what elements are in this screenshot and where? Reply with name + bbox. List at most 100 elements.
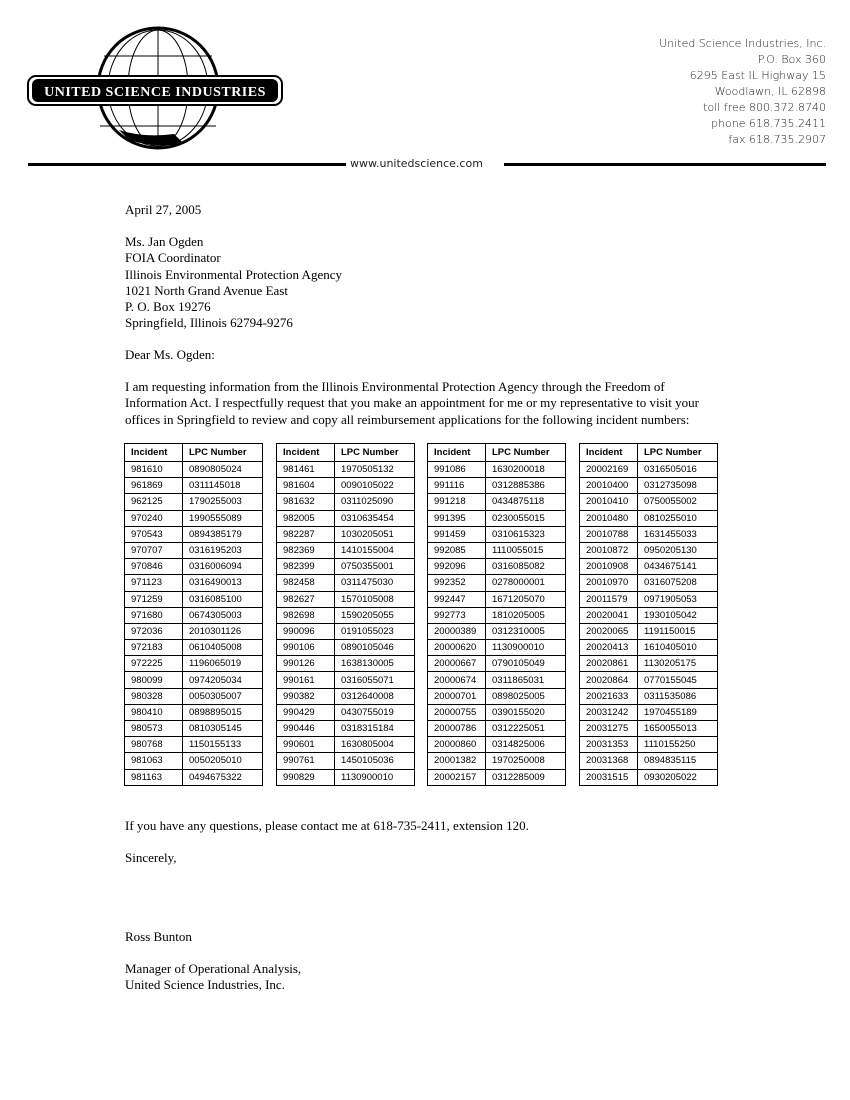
signer-title-line: United Science Industries, Inc. (125, 977, 285, 993)
table-row: 971680 0674305003 (124, 606, 263, 624)
signer-title: Manager of Operational Analysis, United … (125, 961, 301, 994)
divider-left (28, 163, 346, 166)
recipient-line: P. O. Box 19276 (125, 299, 211, 315)
address-line: fax 618.735.2907 (728, 133, 826, 146)
table-row: 981604 0090105022 (276, 477, 415, 495)
incident-cell: 982005 (276, 509, 335, 527)
lpc-number-cell: 1630805004 (334, 736, 415, 754)
incident-cell: 970543 (124, 525, 183, 543)
lpc-number-cell: 0770155045 (637, 671, 718, 689)
column-header-incident: Incident (579, 443, 638, 462)
table-row: 20000860 0314825006 (427, 736, 566, 754)
table-row: 990382 0312640008 (276, 687, 415, 705)
table-row: 980573 0810305145 (124, 719, 263, 738)
incident-cell: 20000755 (427, 703, 486, 722)
table-row: 972036 2010301126 (124, 622, 263, 641)
lpc-number-cell: 1196065019 (182, 655, 263, 673)
table-row: 992085 1110055015 (427, 541, 566, 560)
table-row: 20010788 1631455033 (579, 525, 718, 543)
lpc-number-cell: 1191150015 (637, 622, 718, 641)
lpc-number-cell: 0311145018 (182, 477, 263, 495)
incident-cell: 20002157 (427, 768, 486, 786)
incident-cell: 982627 (276, 590, 335, 608)
lpc-number-cell: 1990555089 (182, 509, 263, 527)
incident-cell: 980328 (124, 687, 183, 705)
salutation: Dear Ms. Ogden: (125, 347, 215, 362)
table-row: 20001382 1970250008 (427, 752, 566, 770)
lpc-number-cell: 0314825006 (485, 736, 566, 754)
table-row: 990106 0890105046 (276, 639, 415, 657)
incident-cell: 980573 (124, 719, 183, 738)
table-row: 970543 0894385179 (124, 525, 263, 543)
lpc-number-cell: 0191055023 (334, 622, 415, 641)
recipient-line: Springfield, Illinois 62794-9276 (125, 315, 293, 331)
lpc-number-cell: 0810305145 (182, 719, 263, 738)
incident-cell: 20010970 (579, 574, 638, 592)
lpc-number-cell: 1450105036 (334, 752, 415, 770)
incident-cell: 990601 (276, 736, 335, 754)
incident-table: Incident LPC Number 20002169 0316505016 2001… (579, 443, 718, 786)
incident-cell: 20010908 (579, 558, 638, 576)
incident-cell: 20020861 (579, 655, 638, 673)
incident-cell: 990126 (276, 655, 335, 673)
table-row: 991218 0434875118 (427, 493, 566, 511)
recipient-line: Illinois Environmental Protection Agency (125, 266, 342, 282)
table-row: 971123 0316490013 (124, 574, 263, 592)
table-header-row: Incident LPC Number (124, 443, 263, 462)
lpc-number-cell: 0316195203 (182, 541, 263, 560)
incident-cell: 20000389 (427, 622, 486, 641)
incident-table: Incident LPC Number 981461 1970505132 981604… (276, 443, 415, 786)
lpc-number-cell: 0390155020 (485, 703, 566, 722)
table-row: 990601 1630805004 (276, 736, 415, 754)
lpc-number-cell: 0494675322 (182, 768, 263, 786)
table-row: 20020041 1930105042 (579, 606, 718, 624)
table-row: 991459 0310615323 (427, 525, 566, 543)
lpc-number-cell: 0430755019 (334, 703, 415, 722)
incident-cell: 990382 (276, 687, 335, 705)
lpc-number-cell: 0434875118 (485, 493, 566, 511)
closing-question: If you have any questions, please contac… (125, 818, 529, 833)
lpc-number-cell: 0750355001 (334, 558, 415, 576)
incident-cell: 980410 (124, 703, 183, 722)
table-row: 20020413 1610405010 (579, 639, 718, 657)
table-row: 20010480 0810255010 (579, 509, 718, 527)
lpc-number-cell: 0316490013 (182, 574, 263, 592)
incident-cell: 20000701 (427, 687, 486, 705)
column-header-lpc-number: LPC Number (182, 443, 263, 462)
table-row: 20031275 1650055013 (579, 719, 718, 738)
incident-cell: 20000786 (427, 719, 486, 738)
lpc-number-cell: 1671205070 (485, 590, 566, 608)
table-row: 20000620 1130900010 (427, 639, 566, 657)
incident-cell: 20021633 (579, 687, 638, 705)
table-header-row: Incident LPC Number (427, 443, 566, 462)
table-row: 961869 0311145018 (124, 477, 263, 495)
table-row: 981632 0311025090 (276, 493, 415, 511)
table-row: 20021633 0311535086 (579, 687, 718, 705)
table-header-row: Incident LPC Number (276, 443, 415, 462)
incident-cell: 20002169 (579, 460, 638, 479)
incident-cell: 992096 (427, 558, 486, 576)
recipient-line: 1021 North Grand Avenue East (125, 282, 288, 298)
table-row: 990429 0430755019 (276, 703, 415, 722)
table-row: 20031242 1970455189 (579, 703, 718, 722)
column-header-incident: Incident (276, 443, 335, 462)
incident-cell: 982287 (276, 525, 335, 543)
incident-cell: 980099 (124, 671, 183, 689)
incident-cell: 991459 (427, 525, 486, 543)
incident-cell: 991116 (427, 477, 486, 495)
incident-cell: 981604 (276, 477, 335, 495)
lpc-number-cell: 1970505132 (334, 460, 415, 479)
lpc-number-cell: 0230055015 (485, 509, 566, 527)
table-row: 20020065 1191150015 (579, 622, 718, 641)
incident-cell: 20000620 (427, 639, 486, 657)
website: www.unitedscience.com (350, 157, 483, 170)
lpc-number-cell: 0311475030 (334, 574, 415, 592)
table-row: 20000389 0312310005 (427, 622, 566, 641)
table-row: 990161 0316055071 (276, 671, 415, 689)
table-row: 972183 0610405008 (124, 639, 263, 657)
lpc-number-cell: 0750055002 (637, 493, 718, 511)
table-row: 982369 1410155004 (276, 541, 415, 560)
incident-cell: 20011579 (579, 590, 638, 608)
incident-cell: 20031242 (579, 703, 638, 722)
